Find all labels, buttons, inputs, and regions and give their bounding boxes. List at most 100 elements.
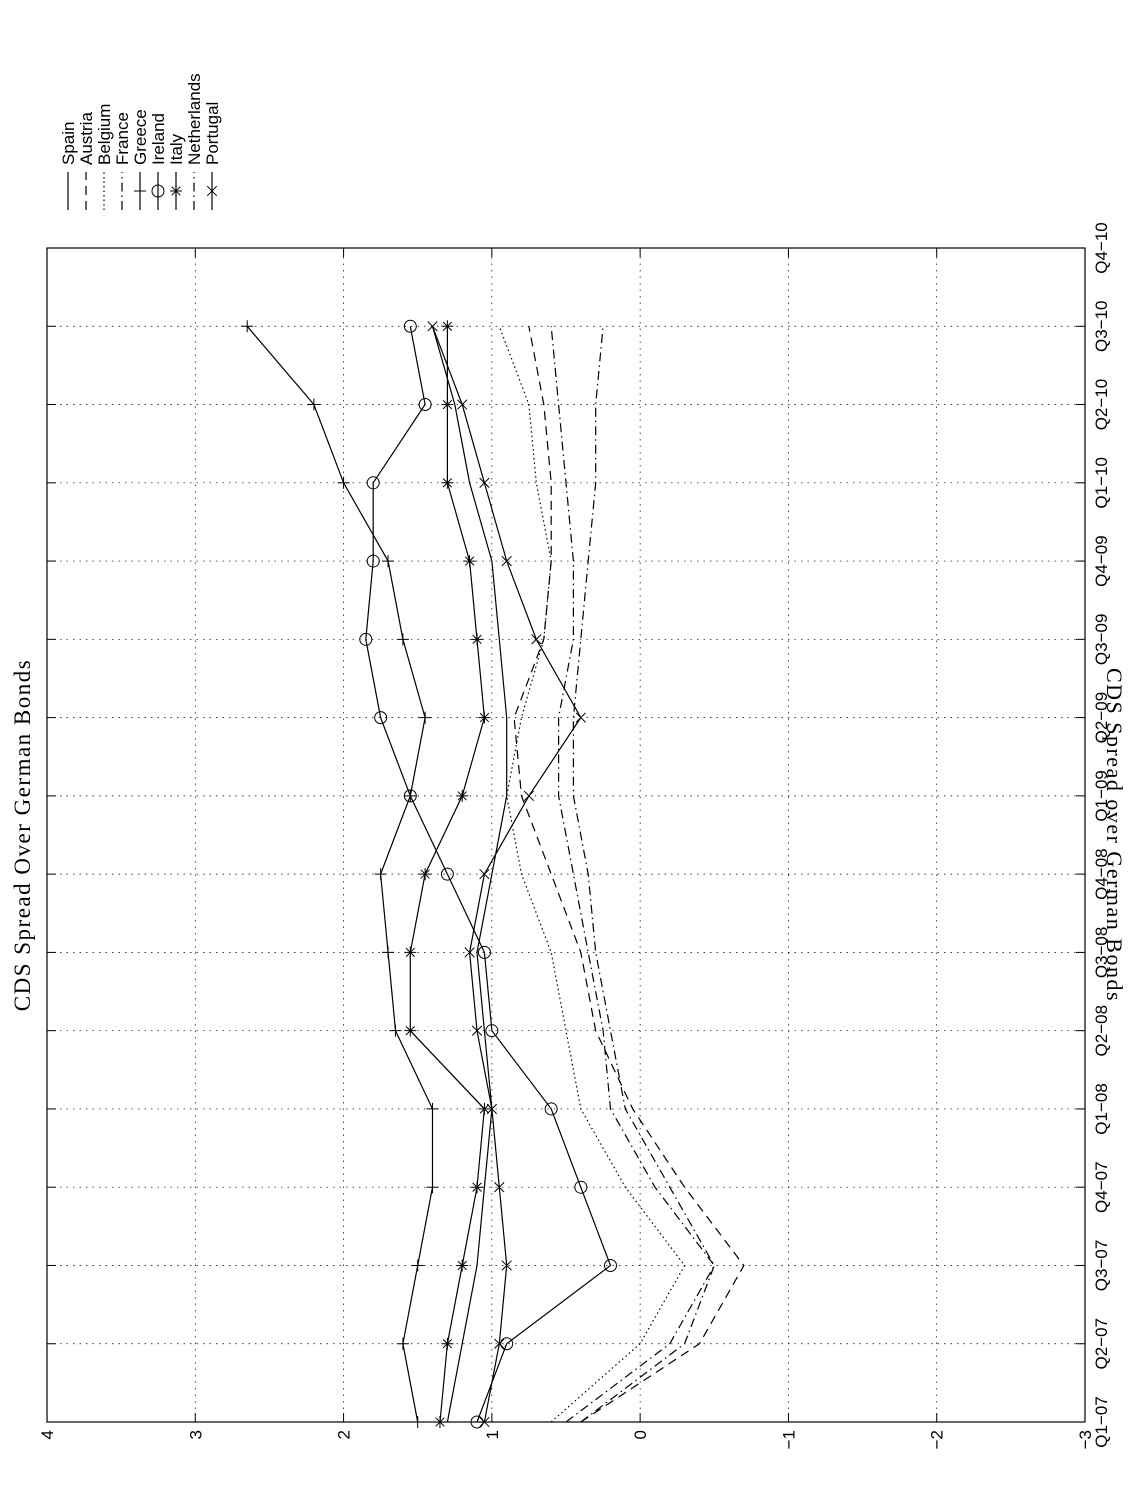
marker-star	[471, 633, 484, 646]
marker-circle	[359, 632, 373, 646]
marker-star	[478, 1102, 491, 1115]
marker-x	[206, 185, 218, 197]
marker-x	[523, 790, 535, 802]
series-line	[513, 326, 745, 1423]
grid-lines	[47, 248, 1085, 1422]
x-tick-label: Q3−09	[1092, 614, 1111, 666]
legend-item: Greece	[131, 109, 150, 210]
marker-star	[478, 711, 491, 724]
marker-plus	[411, 1259, 424, 1272]
x-tick-label: Q4−10	[1092, 222, 1111, 274]
x-tick-label: Q2−08	[1092, 1005, 1111, 1057]
legend-label: Spain	[59, 122, 78, 165]
marker-x	[531, 634, 542, 645]
x-tick-label: Q1−07	[1092, 1396, 1111, 1448]
legend-label: Italy	[167, 133, 186, 165]
y-tick-label: −2	[928, 1430, 947, 1449]
marker-circle	[544, 1102, 558, 1116]
marker-circle	[485, 1024, 499, 1038]
x-tick-label: Q4−08	[1092, 848, 1111, 900]
series-italy	[404, 320, 491, 1428]
x-tick-label: Q1−10	[1092, 457, 1111, 509]
x-tick-label: Q3−10	[1092, 301, 1111, 353]
marker-x	[486, 1103, 498, 1115]
marker-plus	[382, 946, 395, 959]
series-austria	[513, 326, 745, 1423]
marker-circle	[366, 476, 380, 490]
marker-star	[170, 185, 182, 197]
marker-plus	[396, 633, 409, 646]
marker-star	[471, 1181, 484, 1194]
chart-title: CDS Spread Over German Bonds	[10, 659, 35, 1011]
marker-star	[441, 320, 454, 333]
x-tick-label: Q2−09	[1092, 692, 1111, 744]
marker-plus	[411, 1416, 424, 1428]
x-tick-label: Q2−10	[1092, 379, 1111, 431]
y-tick-label: −3	[1076, 1430, 1095, 1449]
legend-label: France	[113, 112, 132, 165]
marker-circle	[366, 554, 380, 568]
legend-label: Netherlands	[185, 73, 204, 165]
legend: Spain Austria Belgium France Greece Ireland It…	[59, 73, 222, 210]
marker-plus	[241, 320, 254, 333]
y-tick-label: 0	[631, 1430, 650, 1439]
marker-x	[464, 947, 475, 958]
legend-item: Italy	[167, 133, 186, 210]
series-layer	[241, 319, 745, 1429]
marker-circle	[603, 1258, 617, 1272]
marker-circle	[374, 711, 388, 725]
marker-plus	[419, 711, 432, 724]
marker-plus	[389, 1024, 402, 1037]
series-spain	[431, 326, 508, 1423]
series-portugal	[427, 321, 586, 1428]
y-tick-label: −1	[779, 1430, 798, 1449]
series-line	[498, 326, 686, 1423]
series-line	[431, 326, 582, 1423]
marker-star	[441, 1337, 454, 1350]
x-tick-label: Q3−08	[1092, 927, 1111, 979]
marker-x	[479, 868, 490, 880]
x-tick-label: Q1−08	[1092, 1083, 1111, 1135]
marker-circle	[440, 867, 454, 881]
series-france	[572, 326, 715, 1423]
legend-item: Spain	[59, 122, 78, 210]
y-tick-label: 1	[483, 1430, 502, 1439]
legend-item: France	[113, 112, 132, 210]
marker-star	[456, 789, 469, 802]
series-line	[431, 326, 508, 1423]
marker-plus	[426, 1181, 439, 1194]
legend-item: Austria	[77, 112, 96, 210]
marker-star	[463, 555, 476, 568]
legend-item: Netherlands	[185, 73, 204, 210]
y-tick-label: 4	[38, 1430, 57, 1439]
x-tick-label: Q2−07	[1092, 1318, 1111, 1370]
series-line	[572, 326, 715, 1423]
marker-circle	[403, 789, 417, 803]
marker-circle	[418, 398, 432, 412]
y-tick-label: 3	[186, 1430, 205, 1439]
marker-plus	[396, 1337, 409, 1350]
marker-x	[427, 321, 438, 332]
marker-x	[494, 1182, 505, 1193]
marker-x	[501, 1260, 512, 1271]
marker-x	[501, 555, 512, 567]
legend-label: Greece	[131, 109, 150, 165]
marker-circle	[477, 945, 491, 959]
marker-star	[456, 1259, 469, 1272]
marker-plus	[307, 398, 320, 411]
marker-x	[457, 399, 468, 410]
marker-x	[494, 1338, 505, 1349]
marker-plus	[337, 476, 350, 489]
legend-label: Ireland	[149, 113, 168, 165]
marker-circle	[403, 319, 417, 333]
marker-circle	[574, 1180, 588, 1194]
y-axis-label: CDS Spread over German Bonds	[1102, 668, 1127, 1002]
marker-x	[575, 712, 586, 723]
legend-item: Ireland	[149, 113, 168, 210]
legend-label: Belgium	[95, 104, 114, 165]
x-tick-label: Q4−09	[1092, 535, 1111, 587]
marker-star	[433, 1416, 446, 1428]
marker-star	[419, 868, 432, 881]
series-line	[365, 326, 612, 1423]
